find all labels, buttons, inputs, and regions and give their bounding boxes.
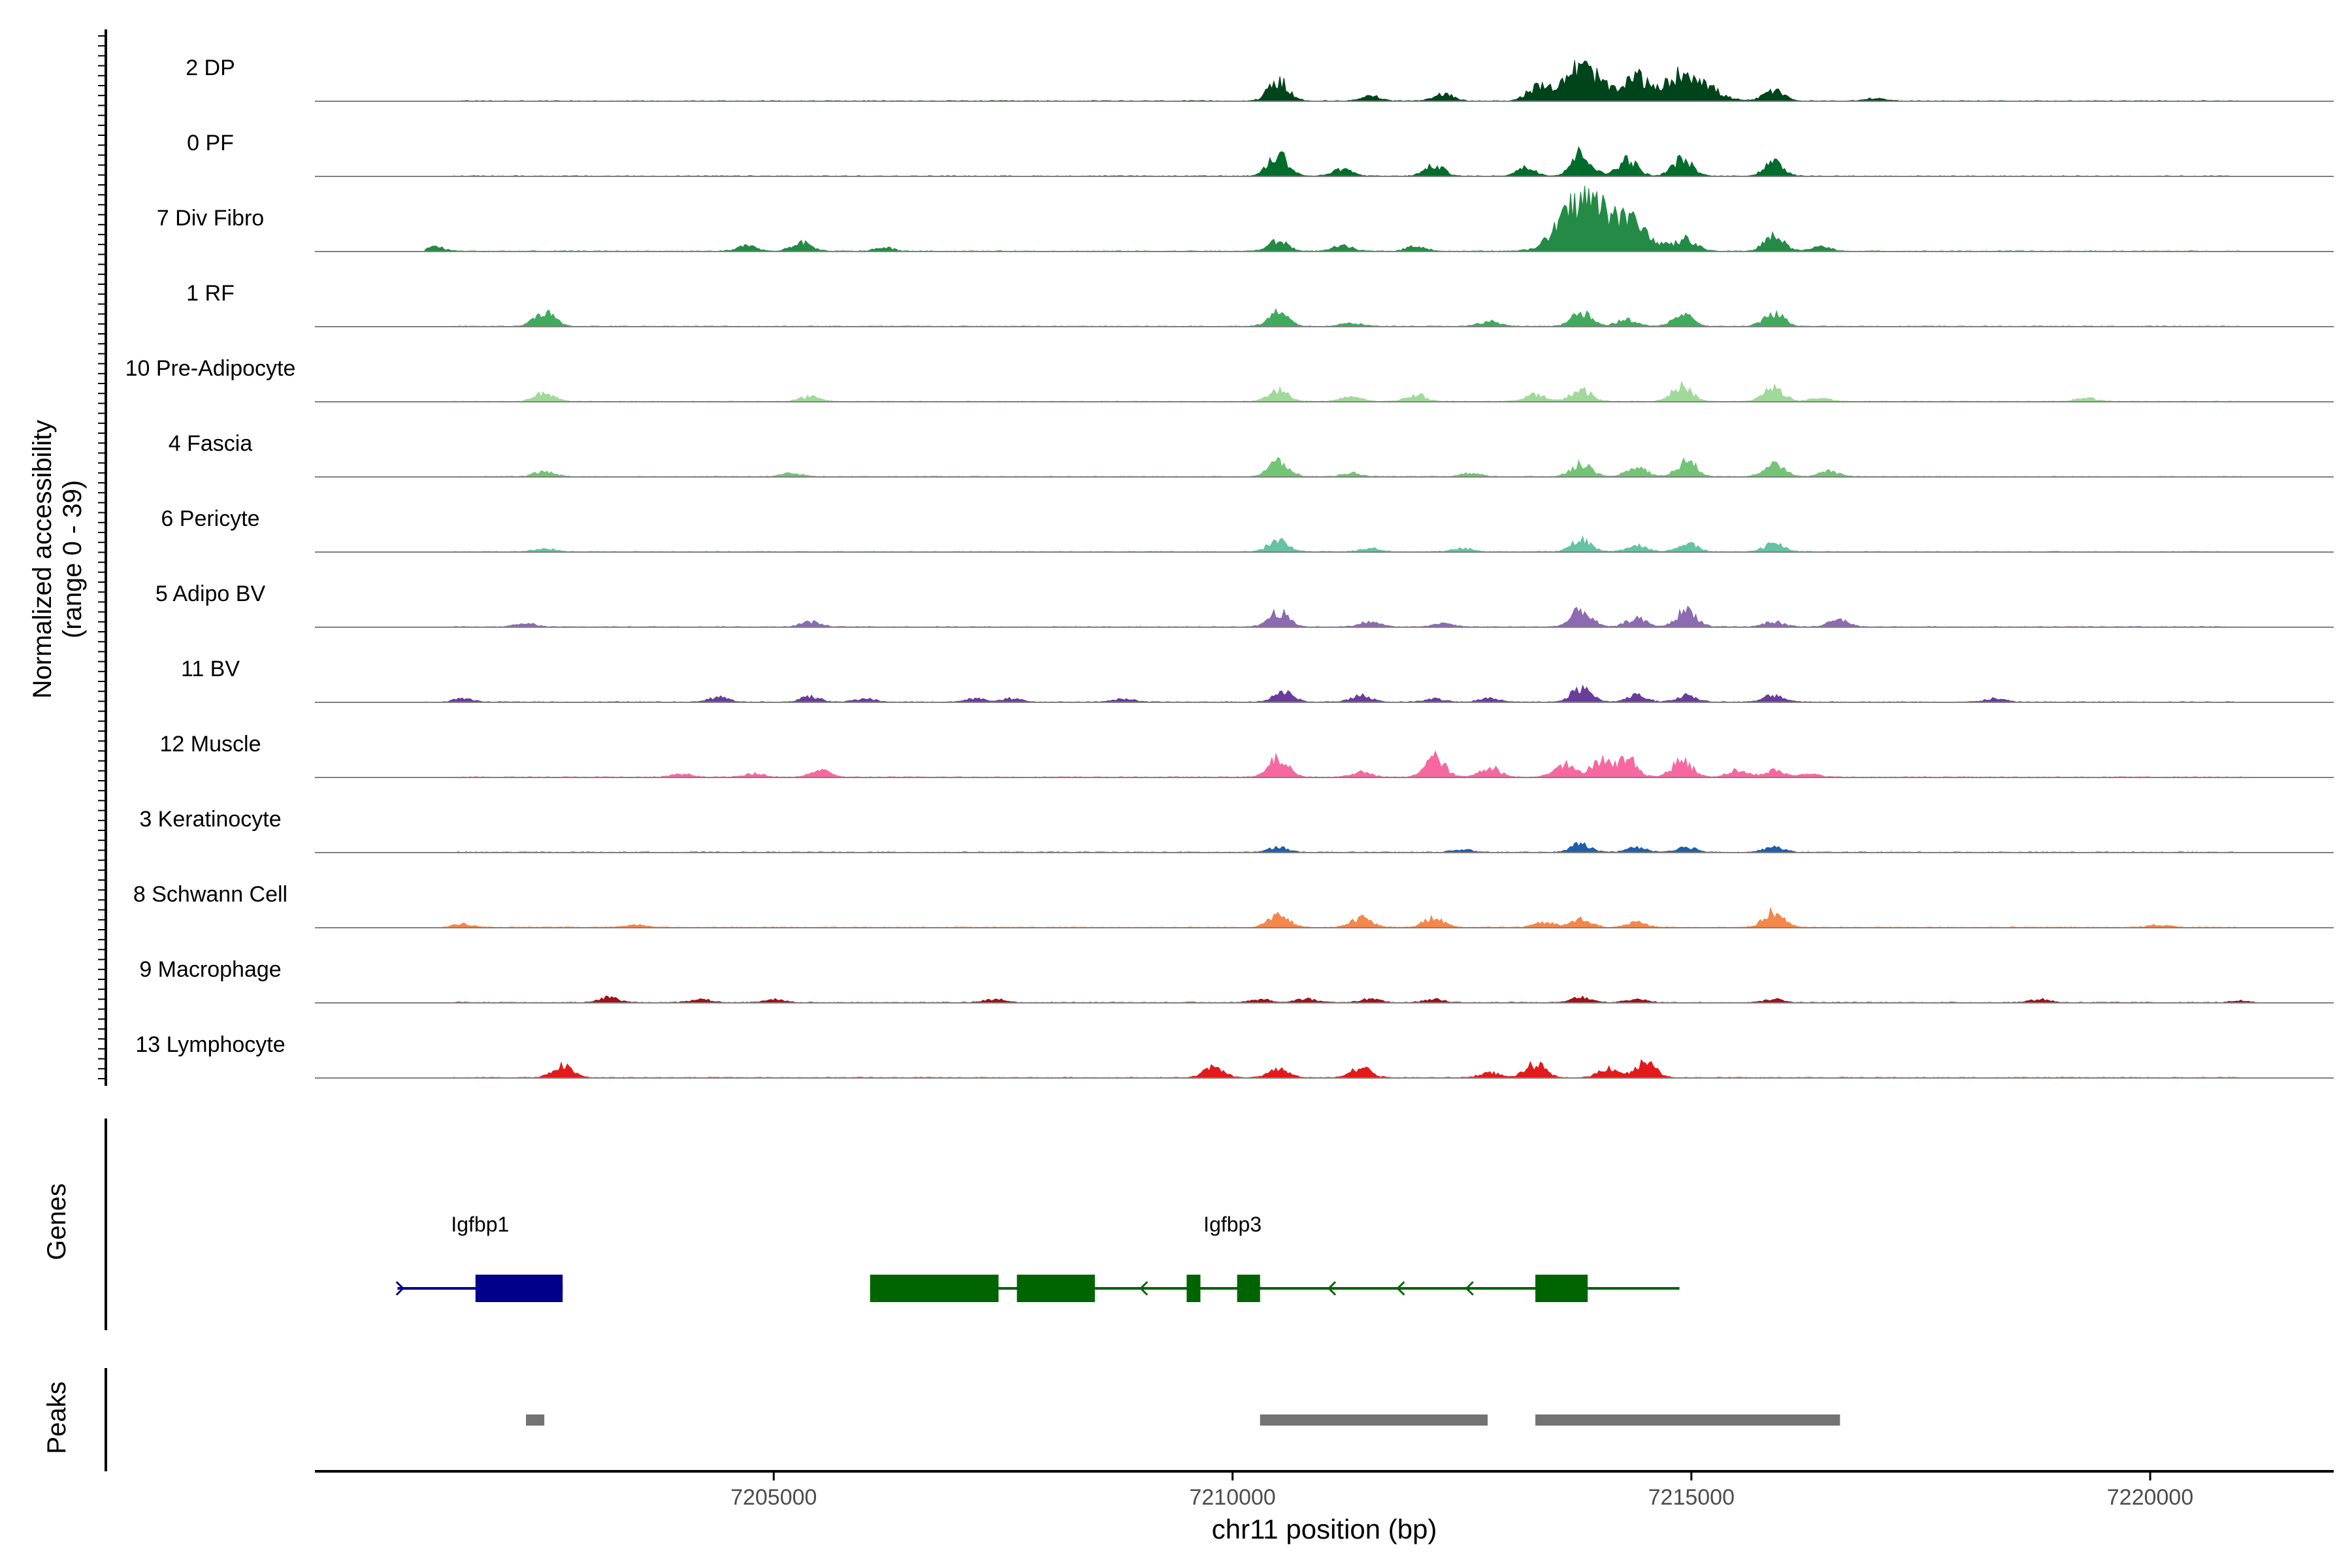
accessibility-tracks: 2 DP 0 PF 7 Div Fibro 1 RF 10 Pre-Adipocyte 4… — [125, 56, 2334, 1079]
strand-arrow — [1396, 1281, 1405, 1296]
coverage-area — [315, 457, 2334, 478]
coverage-area — [315, 308, 2334, 327]
track-label: 8 Schwann Cell — [133, 882, 287, 907]
track-12-muscle: 12 Muscle — [160, 732, 2334, 778]
coverage-area — [315, 534, 2334, 553]
coverage-area — [315, 59, 2334, 102]
track-4-fascia: 4 Fascia — [169, 431, 2334, 478]
track-label: 0 PF — [187, 131, 234, 155]
y-axis-range-label: (range 0 - 39) — [58, 480, 87, 638]
track-3-keratinocyte: 3 Keratinocyte — [139, 807, 2334, 853]
track-label: 4 Fascia — [169, 431, 253, 456]
y-axis-title: Normalized accessibility — [28, 420, 57, 699]
peak-region — [1535, 1414, 1840, 1426]
coverage-area — [315, 186, 2334, 252]
coverage-area — [315, 684, 2334, 703]
gene-exon — [1535, 1275, 1588, 1302]
track-11-bv: 11 BV — [181, 657, 2334, 703]
coverage-area — [315, 380, 2334, 402]
coverage-area — [315, 1058, 2334, 1079]
x-axis-title: chr11 position (bp) — [1212, 1514, 1437, 1544]
coverage-area — [315, 995, 2334, 1004]
coverage-area — [315, 906, 2334, 928]
x-tick-label: 7220000 — [2107, 1485, 2193, 1510]
track-9-macrophage: 9 Macrophage — [139, 957, 2334, 1004]
track-8-schwann-cell: 8 Schwann Cell — [133, 882, 2334, 928]
gene-label: Igfbp1 — [451, 1213, 509, 1236]
track-label: 7 Div Fibro — [157, 206, 264, 231]
track-5-adipo-bv: 5 Adipo BV — [155, 581, 2334, 628]
track-label: 2 DP — [186, 56, 235, 80]
gene-exon — [1237, 1275, 1260, 1302]
track-10-pre-adipocyte: 10 Pre-Adipocyte — [125, 356, 2334, 402]
gene-label: Igfbp3 — [1203, 1213, 1262, 1236]
coverage-area — [315, 841, 2334, 853]
track-label: 9 Macrophage — [139, 957, 281, 982]
gene-exon — [1017, 1275, 1095, 1302]
peaks-panel-label: Peaks — [42, 1381, 71, 1454]
y-axis — [98, 29, 107, 1086]
gene-exon — [475, 1275, 563, 1302]
track-2-dp: 2 DP — [186, 56, 2334, 102]
track-label: 6 Pericyte — [161, 506, 259, 531]
track-label: 12 Muscle — [160, 732, 261, 757]
strand-arrow — [1139, 1281, 1149, 1296]
strand-arrow — [1465, 1281, 1474, 1296]
x-tick-label: 7215000 — [1648, 1485, 1735, 1510]
x-tick-label: 7205000 — [730, 1485, 817, 1510]
track-label: 10 Pre-Adipocyte — [125, 356, 296, 381]
gene-igfbp3: Igfbp3 — [870, 1213, 1680, 1302]
track-label: 3 Keratinocyte — [139, 807, 281, 832]
coverage-area — [315, 605, 2334, 628]
peak-region — [526, 1414, 545, 1426]
x-axis: 7205000 7210000 7215000 7220000 — [315, 1470, 2334, 1510]
gene-igfbp1: Igfbp1 — [395, 1213, 563, 1302]
strand-arrow — [1327, 1281, 1337, 1296]
peaks-panel — [105, 1368, 1840, 1471]
track-label: 11 BV — [181, 657, 240, 681]
track-7-div-fibro: 7 Div Fibro — [157, 186, 2334, 252]
track-0-pf: 0 PF — [187, 131, 2334, 177]
gene-exon — [870, 1275, 999, 1302]
gene-exon — [1186, 1275, 1201, 1302]
track-label: 13 Lymphocyte — [135, 1032, 285, 1057]
track-label: 5 Adipo BV — [155, 581, 266, 606]
track-13-lymphocyte: 13 Lymphocyte — [135, 1032, 2334, 1079]
track-6-pericyte: 6 Pericyte — [161, 506, 2334, 553]
x-tick-label: 7210000 — [1189, 1485, 1275, 1510]
genes-panel-label: Genes — [42, 1183, 71, 1260]
strand-arrow — [395, 1281, 404, 1296]
track-label: 1 RF — [186, 281, 235, 306]
genes-panel: Igfbp1 Igfbp3 — [105, 1119, 1680, 1330]
coverage-area — [315, 146, 2334, 177]
track-1-rf: 1 RF — [186, 281, 2334, 327]
coverage-area — [315, 750, 2334, 778]
peak-region — [1260, 1414, 1488, 1426]
